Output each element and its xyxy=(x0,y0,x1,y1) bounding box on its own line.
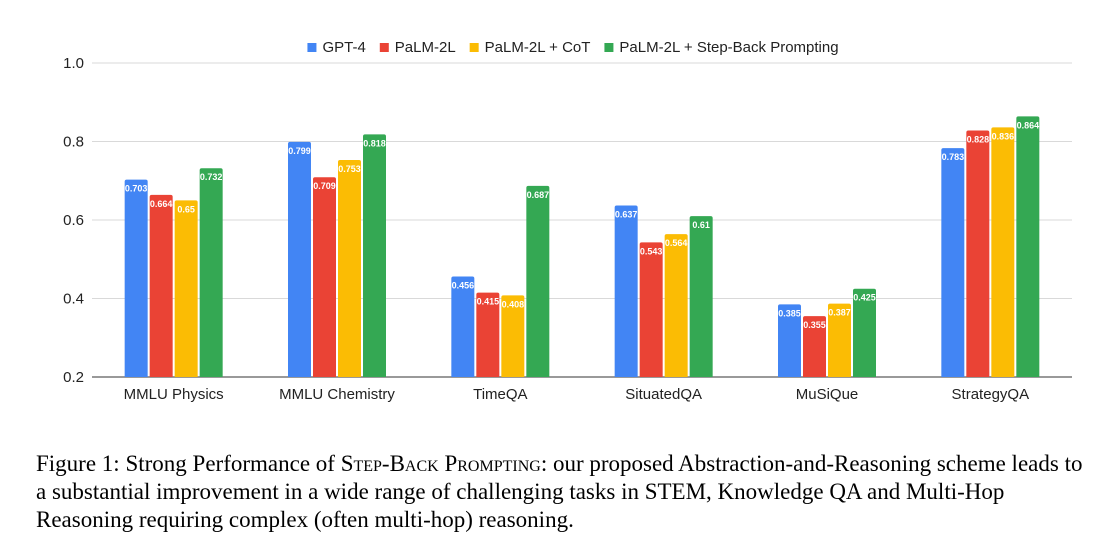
bar-value-label: 0.664 xyxy=(150,199,173,209)
bar-value-label: 0.703 xyxy=(125,184,148,194)
x-category-label: SituatedQA xyxy=(625,386,702,403)
legend-swatch xyxy=(604,43,614,52)
legend-label: PaLM-2L + CoT xyxy=(485,39,591,56)
bar xyxy=(1016,116,1040,377)
caption-method-name: Step-Back Prompting xyxy=(340,451,541,476)
x-category-label: TimeQA xyxy=(473,386,527,403)
bar xyxy=(174,200,198,377)
bar xyxy=(149,194,173,377)
bar-value-label: 0.864 xyxy=(1017,120,1040,130)
figure-caption: Figure 1: Strong Performance of Step-Bac… xyxy=(36,450,1096,534)
y-tick-label: 0.6 xyxy=(63,212,84,229)
bar xyxy=(664,234,688,377)
bar-value-label: 0.836 xyxy=(992,131,1015,141)
y-axis: 0.2 0.4 0.6 0.8 1.0 xyxy=(63,55,84,386)
bar xyxy=(288,141,311,377)
bar-value-label: 0.425 xyxy=(853,293,876,303)
bar-value-label: 0.828 xyxy=(967,135,990,145)
bar-value-label: 0.355 xyxy=(803,320,826,330)
bar-value-label: 0.65 xyxy=(177,204,195,214)
bar-chart: GPT-4 PaLM-2L PaLM-2L + CoT PaLM-2L + Step-… xyxy=(63,39,1072,403)
bar-value-label: 0.61 xyxy=(692,220,710,230)
legend-label: PaLM-2L + Step-Back Prompting xyxy=(619,39,838,56)
bar-value-label: 0.637 xyxy=(615,209,638,219)
bar-value-label: 0.799 xyxy=(288,146,311,156)
bar-value-label: 0.387 xyxy=(828,308,851,318)
legend-swatch xyxy=(379,43,389,52)
bar-value-label: 0.456 xyxy=(452,281,475,291)
caption-body: : our proposed Abstraction-and-Reasoning… xyxy=(36,451,1083,532)
bar xyxy=(526,185,550,377)
legend-swatch xyxy=(307,43,317,52)
bar-value-label: 0.818 xyxy=(363,138,386,148)
bar xyxy=(451,276,475,377)
bar-value-label: 0.753 xyxy=(338,164,361,174)
bar xyxy=(338,159,361,377)
bar-value-label: 0.408 xyxy=(502,299,525,309)
legend-swatch xyxy=(469,43,479,52)
y-tick-label: 0.8 xyxy=(63,134,84,151)
x-axis: MMLU Physics MMLU Chemistry TimeQA Situated… xyxy=(124,386,1029,403)
bar xyxy=(828,303,851,377)
bar xyxy=(199,168,223,377)
bar xyxy=(991,127,1015,378)
bar xyxy=(853,288,876,377)
bar-value-label: 0.543 xyxy=(640,246,663,256)
bar xyxy=(966,130,990,377)
bar xyxy=(689,216,713,377)
caption-prefix: Figure 1: Strong Performance of xyxy=(36,451,341,476)
bar xyxy=(476,292,500,377)
bar xyxy=(803,316,826,377)
legend-label: PaLM-2L xyxy=(395,39,456,56)
y-tick-label: 1.0 xyxy=(63,55,84,72)
bar-value-label: 0.687 xyxy=(527,190,550,200)
y-tick-label: 0.4 xyxy=(63,291,84,308)
chart-legend: GPT-4 PaLM-2L PaLM-2L + CoT PaLM-2L + Step-… xyxy=(307,39,839,56)
bar-value-label: 0.709 xyxy=(313,181,336,191)
bar xyxy=(501,295,525,377)
x-category-label: MuSiQue xyxy=(796,386,859,403)
bar-value-label: 0.385 xyxy=(778,308,801,318)
bar xyxy=(363,134,386,377)
y-tick-label: 0.2 xyxy=(63,369,84,386)
bar-value-label: 0.564 xyxy=(665,238,688,248)
bar xyxy=(313,177,336,377)
x-category-label: MMLU Chemistry xyxy=(279,386,395,403)
bar xyxy=(778,304,801,377)
bar-value-label: 0.783 xyxy=(942,152,965,162)
bar xyxy=(639,242,663,377)
legend-label: GPT-4 xyxy=(322,39,365,56)
x-category-label: StrategyQA xyxy=(952,386,1030,403)
bar xyxy=(614,205,638,377)
bar xyxy=(941,148,965,377)
bar-value-label: 0.415 xyxy=(477,297,500,307)
chart-gridlines xyxy=(92,62,1072,378)
bar xyxy=(124,179,148,377)
bar-value-label: 0.732 xyxy=(200,172,223,182)
x-category-label: MMLU Physics xyxy=(124,386,224,403)
